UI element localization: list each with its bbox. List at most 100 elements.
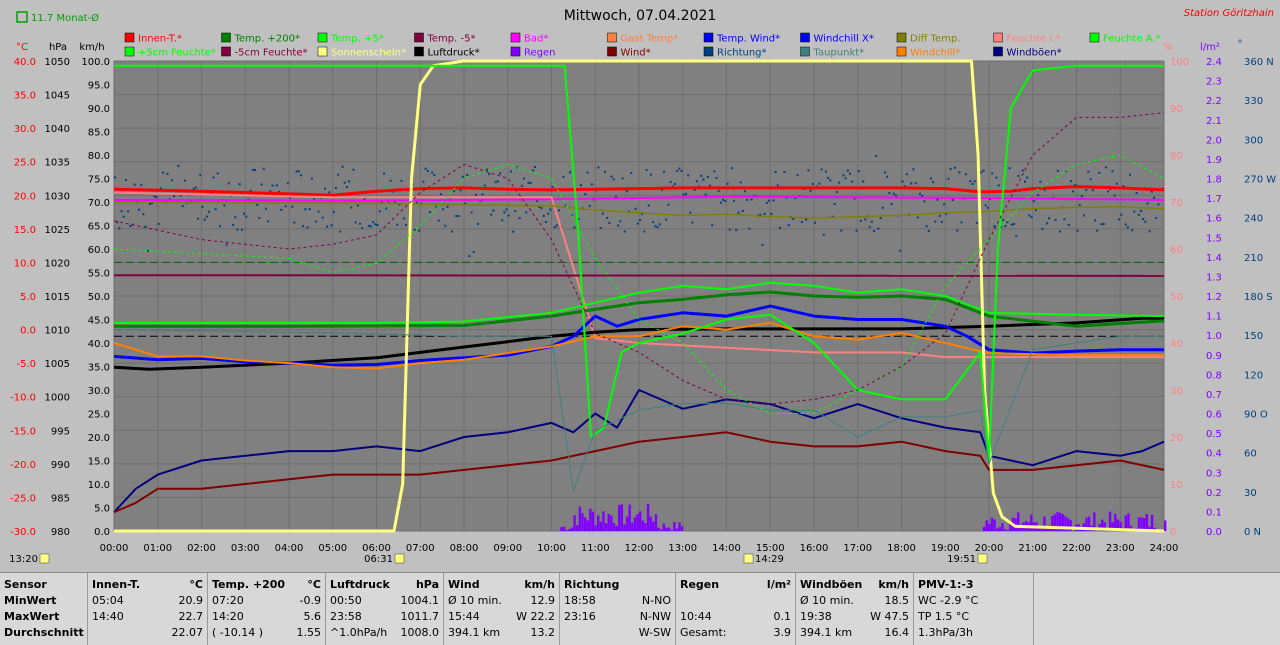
wind-tick-label: 90.0 xyxy=(88,104,110,115)
direction-point xyxy=(999,226,1002,229)
x-tick-label: 10:00 xyxy=(537,543,566,554)
stats-row: 00:50 1004.1 xyxy=(330,593,439,609)
direction-point xyxy=(208,210,211,213)
direction-point xyxy=(536,200,539,203)
humidity-tick-label: 60 xyxy=(1170,245,1183,256)
x-tick-label: 21:00 xyxy=(1018,543,1047,554)
direction-point xyxy=(597,166,600,169)
direction-point xyxy=(649,173,652,176)
direction-point xyxy=(466,174,469,177)
direction-point xyxy=(350,206,353,209)
direction-point xyxy=(735,229,738,232)
rain-bar xyxy=(1116,519,1120,531)
direction-point xyxy=(453,190,456,193)
direction-point xyxy=(490,213,493,216)
rain-bar xyxy=(610,515,613,531)
direction-point xyxy=(418,229,421,232)
wind-tick-label: 25.0 xyxy=(88,410,110,421)
direction-point xyxy=(884,171,886,174)
direction-point xyxy=(334,186,337,189)
direction-point xyxy=(761,243,764,246)
stats-row: 18:58 N-NO xyxy=(564,593,671,609)
rain-bar xyxy=(1093,512,1096,531)
direction-point xyxy=(667,203,670,206)
x-tick-label: 13:00 xyxy=(668,543,697,554)
legend-swatch xyxy=(607,46,617,57)
direction-point xyxy=(1013,222,1016,225)
direction-point xyxy=(474,193,477,196)
direction-point xyxy=(717,190,720,193)
direction-point xyxy=(317,210,320,213)
direction-point xyxy=(726,182,729,185)
humidity-tick-label: 70 xyxy=(1170,198,1183,209)
stats-cell-time: 23:16 xyxy=(564,610,596,623)
stats-group-title: PMV-1:-3 xyxy=(918,578,974,591)
rain-bar xyxy=(604,523,608,531)
x-tick-label: 03:00 xyxy=(231,543,260,554)
stats-cell-value: 12.9 xyxy=(530,594,556,607)
direction-point xyxy=(459,189,462,192)
rain-tick-label: 1.8 xyxy=(1206,175,1222,186)
rain-bar xyxy=(982,526,986,531)
direction-point xyxy=(286,182,289,185)
direction-point xyxy=(269,190,272,193)
direction-point xyxy=(1126,226,1129,229)
wind-tick-label: 100.0 xyxy=(81,57,110,68)
direction-tick-label: 210 xyxy=(1244,253,1263,264)
rain-bar xyxy=(1017,512,1020,531)
series-line-feuchte-i xyxy=(113,191,1164,359)
rain-tick-label: 1.5 xyxy=(1206,233,1222,244)
wind-tick-label: 45.0 xyxy=(88,316,110,327)
rain-bar xyxy=(665,527,668,531)
humidity-tick-label: 100 xyxy=(1170,57,1189,68)
direction-point xyxy=(433,174,436,177)
rain-bar xyxy=(1064,516,1067,531)
direction-point xyxy=(151,202,154,205)
x-tick-label: 22:00 xyxy=(1062,543,1091,554)
stats-group-unit: hPa xyxy=(415,578,439,591)
direction-point xyxy=(831,215,834,218)
direction-point xyxy=(262,167,265,170)
direction-point xyxy=(380,200,383,203)
direction-point xyxy=(138,208,141,211)
legend-label: Temp. +200* xyxy=(234,34,300,45)
direction-point xyxy=(435,205,438,208)
rain-bar xyxy=(625,516,629,531)
stats-group-title: Wind xyxy=(448,578,480,591)
stats-row: 22.07 xyxy=(92,625,204,641)
direction-point xyxy=(569,171,571,174)
rain-tick-label: 1.7 xyxy=(1206,194,1222,205)
direction-point xyxy=(1067,223,1070,226)
stats-group-title: Luftdruck xyxy=(330,578,390,591)
celsius-tick-label: -25.0 xyxy=(10,493,36,504)
direction-point xyxy=(982,169,985,172)
direction-point xyxy=(203,218,206,221)
x-tick-label: 02:00 xyxy=(187,543,216,554)
rain-tick-label: 0.7 xyxy=(1206,390,1222,401)
direction-point xyxy=(739,181,742,184)
celsius-tick-label: 30.0 xyxy=(14,124,36,135)
direction-point xyxy=(577,218,580,221)
direction-point xyxy=(1021,169,1024,172)
direction-point xyxy=(765,201,768,204)
direction-point xyxy=(862,180,865,183)
direction-point xyxy=(822,233,825,236)
direction-point xyxy=(140,183,143,186)
direction-tick-label: 30 xyxy=(1244,488,1257,499)
humidity-tick-label: 30 xyxy=(1170,386,1183,397)
stats-label-column: Sensor MinWert MaxWert Durchschnitt xyxy=(0,573,88,645)
direction-point xyxy=(608,221,611,224)
pressure-tick-label: 1020 xyxy=(45,258,70,269)
x-tick-label: 16:00 xyxy=(800,543,829,554)
x-tick-label: 05:00 xyxy=(318,543,347,554)
direction-point xyxy=(483,184,486,187)
rain-bar xyxy=(681,526,684,531)
direction-point xyxy=(792,217,795,220)
direction-point xyxy=(590,183,593,186)
direction-point xyxy=(724,200,727,203)
direction-point xyxy=(243,212,246,215)
stats-cell-value: 16.4 xyxy=(884,626,910,639)
direction-point xyxy=(260,183,263,186)
legend-swatch xyxy=(221,46,231,57)
direction-point xyxy=(748,227,751,230)
